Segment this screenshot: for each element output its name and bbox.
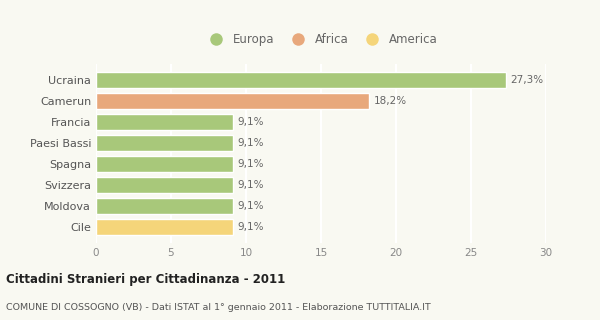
Bar xyxy=(96,93,369,109)
Text: Cittadini Stranieri per Cittadinanza - 2011: Cittadini Stranieri per Cittadinanza - 2… xyxy=(6,273,285,286)
Text: 9,1%: 9,1% xyxy=(237,117,263,127)
Bar xyxy=(96,135,233,151)
Bar xyxy=(96,114,233,130)
Bar xyxy=(96,177,233,193)
Text: 9,1%: 9,1% xyxy=(237,159,263,169)
Text: 9,1%: 9,1% xyxy=(237,201,263,211)
Bar xyxy=(96,198,233,214)
Text: 9,1%: 9,1% xyxy=(237,138,263,148)
Text: COMUNE DI COSSOGNO (VB) - Dati ISTAT al 1° gennaio 2011 - Elaborazione TUTTITALI: COMUNE DI COSSOGNO (VB) - Dati ISTAT al … xyxy=(6,303,431,312)
Bar xyxy=(96,72,505,88)
Bar xyxy=(96,219,233,235)
Text: 18,2%: 18,2% xyxy=(373,96,407,106)
Bar xyxy=(96,156,233,172)
Text: 9,1%: 9,1% xyxy=(237,180,263,190)
Text: 27,3%: 27,3% xyxy=(510,75,543,85)
Text: 9,1%: 9,1% xyxy=(237,222,263,232)
Legend: Europa, Africa, America: Europa, Africa, America xyxy=(202,30,440,48)
